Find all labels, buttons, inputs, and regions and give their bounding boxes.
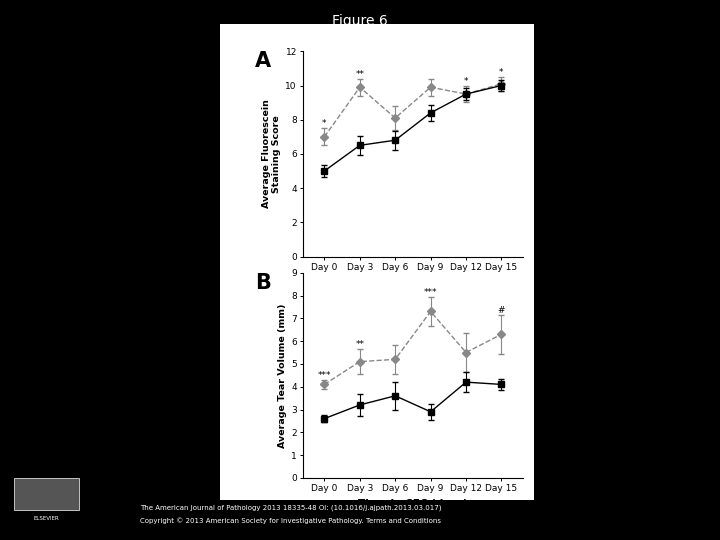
Text: *: * <box>499 68 504 77</box>
Text: A: A <box>255 51 271 71</box>
Text: *: * <box>322 119 327 128</box>
Text: B: B <box>255 273 271 293</box>
Text: The American Journal of Pathology 2013 18335-48 OI: (10.1016/j.ajpath.2013.03.01: The American Journal of Pathology 2013 1… <box>140 505 442 511</box>
X-axis label: Time in CEC (days): Time in CEC (days) <box>358 278 468 287</box>
Text: *: * <box>464 77 468 86</box>
X-axis label: Time in CEC (days): Time in CEC (days) <box>358 499 468 509</box>
Y-axis label: Average Tear Volume (mm): Average Tear Volume (mm) <box>278 303 287 448</box>
Text: ***: *** <box>318 371 331 380</box>
Y-axis label: Average Fluorescein
Staining Score: Average Fluorescein Staining Score <box>262 99 282 208</box>
Text: ELSEVIER: ELSEVIER <box>34 516 60 521</box>
Text: ***: *** <box>424 288 437 296</box>
Text: Copyright © 2013 American Society for Investigative Pathology. Terms and Conditi: Copyright © 2013 American Society for In… <box>140 517 441 524</box>
Text: **: ** <box>355 340 364 349</box>
Text: Figure 6: Figure 6 <box>332 14 388 28</box>
Bar <box>14 478 79 510</box>
Text: #: # <box>498 306 505 315</box>
Text: **: ** <box>355 70 364 79</box>
